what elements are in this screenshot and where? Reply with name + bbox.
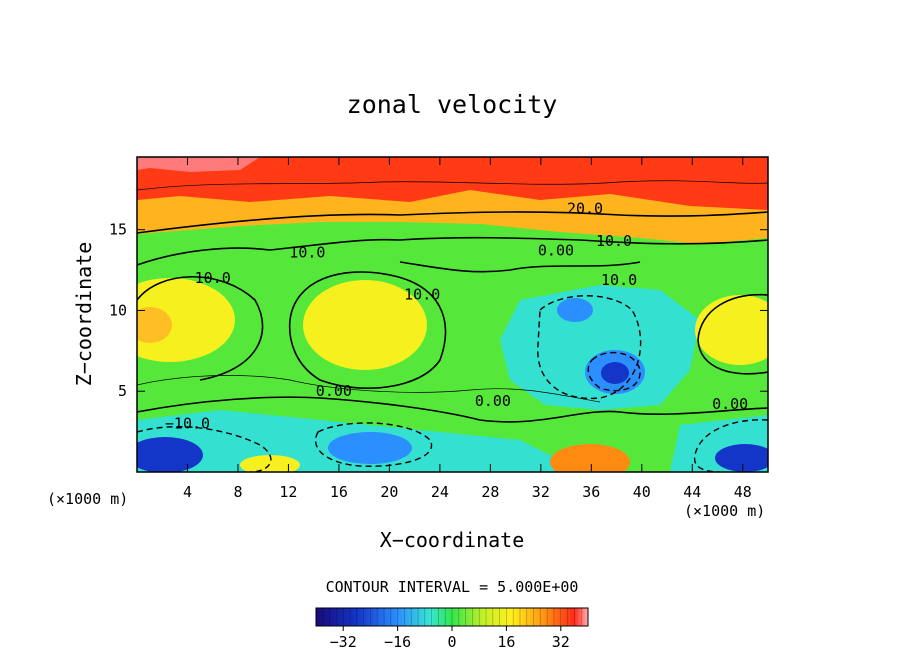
x-tick-label: 44: [683, 483, 701, 501]
field-yellow-left: [137, 278, 235, 362]
field-orange-left: [137, 307, 172, 343]
contour-label: 10.0: [404, 285, 440, 303]
contour-20: [137, 211, 768, 234]
colorbar-stripes: [322, 608, 582, 626]
contour-10-right-loop: [697, 293, 768, 375]
field-band-pink: [137, 157, 260, 172]
colorbar-tick-label: 32: [552, 633, 570, 651]
contour-label: 0.00: [538, 242, 574, 260]
x-tick-label: 40: [633, 483, 651, 501]
y-axis-label: Z−coordinate: [72, 242, 96, 387]
contour-label: 10.0: [596, 232, 632, 250]
colorbar-tick-label: −32: [330, 633, 357, 651]
field-blue-lower-center: [328, 432, 412, 464]
contour-label: 0.00: [712, 395, 748, 413]
contour-thin-mid: [137, 375, 601, 403]
x-tick-label: 48: [734, 483, 752, 501]
contour-0-upper: [399, 261, 641, 273]
x-unit-right: (×1000 m): [684, 502, 765, 520]
field-yellow-center: [303, 280, 427, 370]
colorbar-ticks: −32 −16 0 16 32: [330, 626, 570, 651]
y-tick-label: 10: [109, 301, 127, 319]
field-blue-lower-left: [137, 437, 203, 472]
field-yellow-bottom: [240, 455, 300, 472]
x-tick-label: 36: [582, 483, 600, 501]
y-axis-ticks: 5 10 15: [109, 221, 768, 400]
field-blue-mid-right-core: [601, 362, 629, 384]
contour-label: 10.0: [289, 243, 325, 261]
contour-thin-upper: [137, 180, 768, 191]
y-tick-label: 5: [118, 382, 127, 400]
x-tick-label: 4: [183, 483, 192, 501]
field-band-red: [137, 157, 768, 210]
contour-interval-text: CONTOUR INTERVAL = 5.000E+00: [326, 578, 579, 596]
contour-neg10-left: [137, 426, 272, 472]
contour-label: 10.0: [195, 269, 231, 287]
x-tick-label: 8: [233, 483, 242, 501]
contour-label: 0.00: [475, 392, 511, 410]
contour-10-left-loop: [137, 276, 264, 381]
contour-10: [137, 236, 768, 266]
contour-neg10-right: [537, 295, 642, 400]
contour-label: 10.0: [601, 271, 637, 289]
contour-0-lower: [137, 396, 768, 423]
field-yellow-right: [695, 295, 768, 365]
colorbar-tick-label: 16: [497, 633, 515, 651]
y-tick-label: 15: [109, 221, 127, 239]
x-axis-ticks: 4 8 12 16 20 24 28 32 36 40 44 48: [183, 157, 752, 501]
x-tick-label: 16: [330, 483, 348, 501]
contour-labels: 20.0 10.0 10.0 10.0 10.0 10.0 0.00 0.00 0.00 0.00…: [165, 200, 748, 433]
field-cyan-right: [500, 285, 700, 410]
x-tick-label: 20: [380, 483, 398, 501]
colorbar-tick-label: 0: [447, 633, 456, 651]
plot-area: [137, 157, 768, 472]
field-blue-upper-right: [557, 298, 593, 322]
contour-label: 0.00: [316, 382, 352, 400]
plot-frame: [136, 156, 769, 473]
colorbar-tick-label: −16: [384, 633, 411, 651]
contour-neg10-center: [315, 422, 433, 467]
x-tick-label: 12: [279, 483, 297, 501]
field-blue-lower-right: [715, 444, 768, 472]
contour-label: −10.0: [165, 415, 210, 433]
x-tick-label: 32: [532, 483, 550, 501]
x-unit-left: (×1000 m): [47, 490, 128, 508]
field-orange-bottom: [550, 444, 630, 472]
contour-label: 20.0: [567, 200, 603, 218]
x-tick-label: 28: [481, 483, 499, 501]
x-tick-label: 24: [431, 483, 449, 501]
x-axis-label: X−coordinate: [380, 528, 525, 552]
contour-10-center-loop: [288, 271, 447, 389]
chart-title: zonal velocity: [347, 90, 558, 119]
